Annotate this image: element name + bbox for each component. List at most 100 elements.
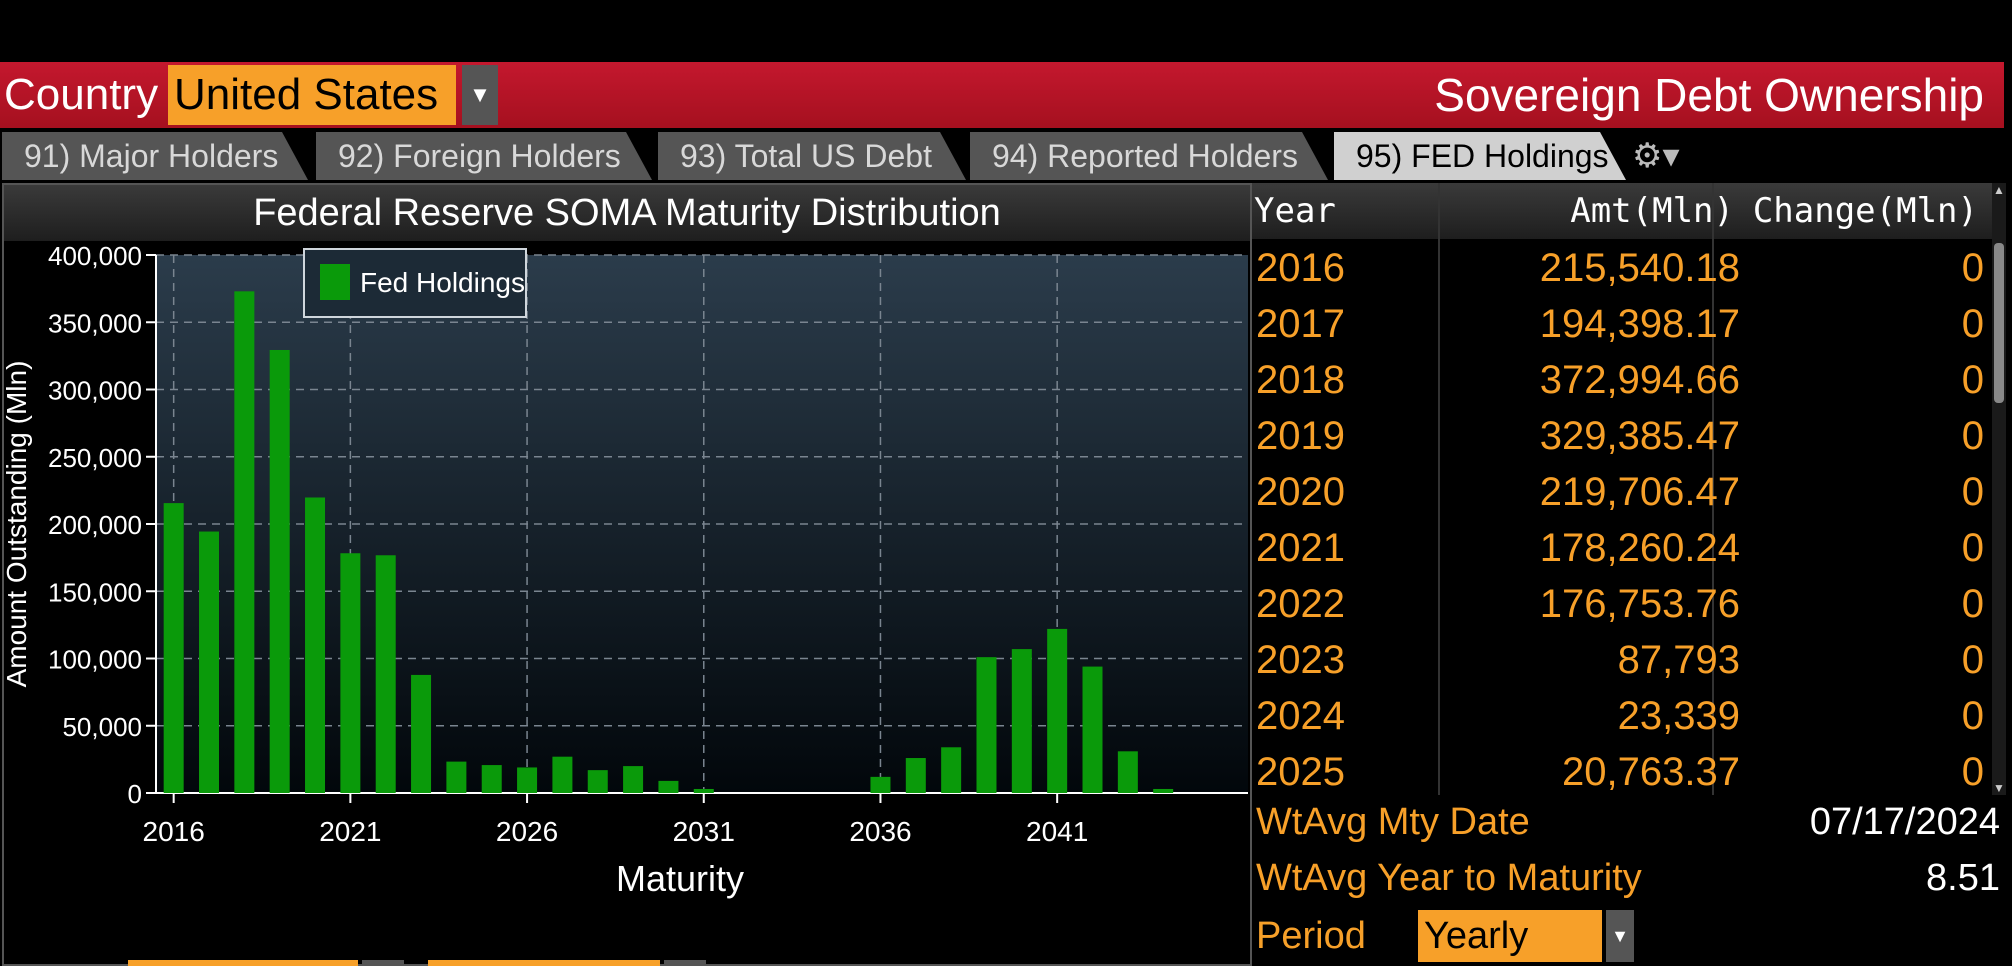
bar[interactable] xyxy=(199,531,220,793)
bar[interactable] xyxy=(587,770,608,793)
cell-amount: 176,753.76 xyxy=(1539,582,1740,626)
country-select[interactable]: United States xyxy=(168,65,456,125)
bar[interactable] xyxy=(269,349,290,793)
y-tick-label: 0 xyxy=(128,779,142,809)
bar[interactable] xyxy=(1082,666,1103,793)
bar[interactable] xyxy=(1117,751,1138,793)
column-divider xyxy=(1712,183,1714,795)
header-bar: Country United States ▼ Sovereign Debt O… xyxy=(0,62,2004,128)
scroll-down-icon[interactable]: ▼ xyxy=(1993,781,2005,795)
cell-amount: 219,706.47 xyxy=(1539,470,1740,514)
tab-major-holders[interactable]: 91) Major Holders xyxy=(2,132,308,180)
table-row[interactable]: 2016 215,540.18 0 xyxy=(1252,240,1992,296)
x-tick-label: 2036 xyxy=(849,816,911,847)
wtavg-mty-date-label: WtAvg Mty Date xyxy=(1256,801,1530,843)
bar[interactable] xyxy=(552,756,573,793)
bottom-control-dropdown[interactable] xyxy=(664,960,706,966)
table-row[interactable]: 2017 194,398.17 0 xyxy=(1252,296,1992,352)
column-divider xyxy=(1438,183,1440,795)
cell-change: 0 xyxy=(1961,582,1984,626)
cell-year: 2021 xyxy=(1256,526,1345,570)
maturity-chart: 0 50,000 100,000 150,000 200,000 250,000 300,0… xyxy=(4,241,1248,899)
bar[interactable] xyxy=(693,788,714,793)
legend-swatch xyxy=(320,264,350,300)
table-row[interactable]: 2019 329,385.47 0 xyxy=(1252,408,1992,464)
cell-year: 2019 xyxy=(1256,414,1345,458)
wtavg-mty-date-value: 07/17/2024 xyxy=(1809,801,2000,843)
table-scrollbar[interactable]: ▲ ▼ xyxy=(1992,183,2006,795)
bottom-control-dropdown[interactable] xyxy=(362,960,404,966)
cell-amount: 372,994.66 xyxy=(1539,358,1740,402)
cell-year: 2024 xyxy=(1256,694,1345,738)
scroll-up-icon[interactable]: ▲ xyxy=(1993,183,2005,197)
x-tick-label: 2016 xyxy=(143,816,205,847)
bar[interactable] xyxy=(623,766,644,793)
bar[interactable] xyxy=(481,765,502,793)
bar[interactable] xyxy=(446,761,467,793)
wtavg-year-value: 8.51 xyxy=(1926,857,2000,899)
cell-change: 0 xyxy=(1961,526,1984,570)
table-row[interactable]: 2023 87,793 0 xyxy=(1252,632,1992,688)
cell-amount: 87,793 xyxy=(1617,638,1740,682)
bar[interactable] xyxy=(163,503,184,793)
bar[interactable] xyxy=(658,780,679,793)
scrollbar-thumb[interactable] xyxy=(1994,243,2004,403)
header-change[interactable]: Change(Mln) xyxy=(1752,191,1978,231)
bottom-control[interactable] xyxy=(428,960,660,966)
table-header: Year Amt(Mln) Change(Mln) xyxy=(1252,183,1992,239)
cell-change: 0 xyxy=(1961,358,1984,402)
y-tick-label: 50,000 xyxy=(62,712,142,742)
bar[interactable] xyxy=(976,657,997,793)
header-amt[interactable]: Amt(Mln) xyxy=(1570,191,1734,231)
table-row[interactable]: 2022 176,753.76 0 xyxy=(1252,576,1992,632)
chart-legend: Fed Holdings xyxy=(303,248,527,318)
bar[interactable] xyxy=(340,553,361,793)
tab-reported-holders[interactable]: 94) Reported Holders xyxy=(970,132,1328,180)
tab-foreign-holders[interactable]: 92) Foreign Holders xyxy=(316,132,652,180)
y-axis-label: Amount Outstanding (Mln) xyxy=(4,361,32,688)
y-tick-label: 250,000 xyxy=(48,443,142,473)
bar[interactable] xyxy=(234,291,255,793)
bar[interactable] xyxy=(941,747,962,793)
table-row[interactable]: 2021 178,260.24 0 xyxy=(1252,520,1992,576)
cell-change: 0 xyxy=(1961,750,1984,794)
period-dropdown-icon[interactable]: ▼ xyxy=(1606,910,1634,962)
y-tick-label: 100,000 xyxy=(48,645,142,675)
chart-title: Federal Reserve SOMA Maturity Distributi… xyxy=(4,185,1250,241)
period-select[interactable]: Yearly xyxy=(1418,910,1602,962)
cell-amount: 329,385.47 xyxy=(1539,414,1740,458)
bar[interactable] xyxy=(375,555,396,793)
tab-fed-holdings[interactable]: 95) FED Holdings xyxy=(1334,132,1626,180)
y-tick-label: 300,000 xyxy=(48,376,142,406)
cell-year: 2017 xyxy=(1256,302,1345,346)
y-tick-label: 150,000 xyxy=(48,577,142,607)
cell-change: 0 xyxy=(1961,302,1984,346)
cell-amount: 23,339 xyxy=(1617,694,1740,738)
x-axis-label: Maturity xyxy=(616,858,744,899)
table-row[interactable]: 2018 372,994.66 0 xyxy=(1252,352,1992,408)
header-year[interactable]: Year xyxy=(1254,191,1336,231)
table-row[interactable]: 2020 219,706.47 0 xyxy=(1252,464,1992,520)
cell-change: 0 xyxy=(1961,638,1984,682)
bar[interactable] xyxy=(905,758,926,793)
bar[interactable] xyxy=(870,776,891,793)
period-label: Period xyxy=(1256,915,1366,957)
bar[interactable] xyxy=(1153,788,1174,793)
bar[interactable] xyxy=(517,767,538,793)
bar[interactable] xyxy=(305,497,326,793)
y-tick-label: 350,000 xyxy=(48,308,142,338)
bar[interactable] xyxy=(1047,628,1068,793)
cell-amount: 215,540.18 xyxy=(1539,246,1740,290)
cell-year: 2023 xyxy=(1256,638,1345,682)
cell-amount: 194,398.17 xyxy=(1539,302,1740,346)
x-tick-label: 2021 xyxy=(319,816,381,847)
country-dropdown-icon[interactable]: ▼ xyxy=(462,65,498,125)
bar[interactable] xyxy=(1011,649,1032,793)
tab-total-us-debt[interactable]: 93) Total US Debt xyxy=(658,132,966,180)
table-row[interactable]: 2024 23,339 0 xyxy=(1252,688,1992,744)
bar[interactable] xyxy=(411,674,432,793)
table-row[interactable]: 2025 20,763.37 0 xyxy=(1252,744,1992,800)
gear-icon[interactable]: ⚙▾ xyxy=(1632,137,1680,175)
bottom-control[interactable] xyxy=(128,960,358,966)
